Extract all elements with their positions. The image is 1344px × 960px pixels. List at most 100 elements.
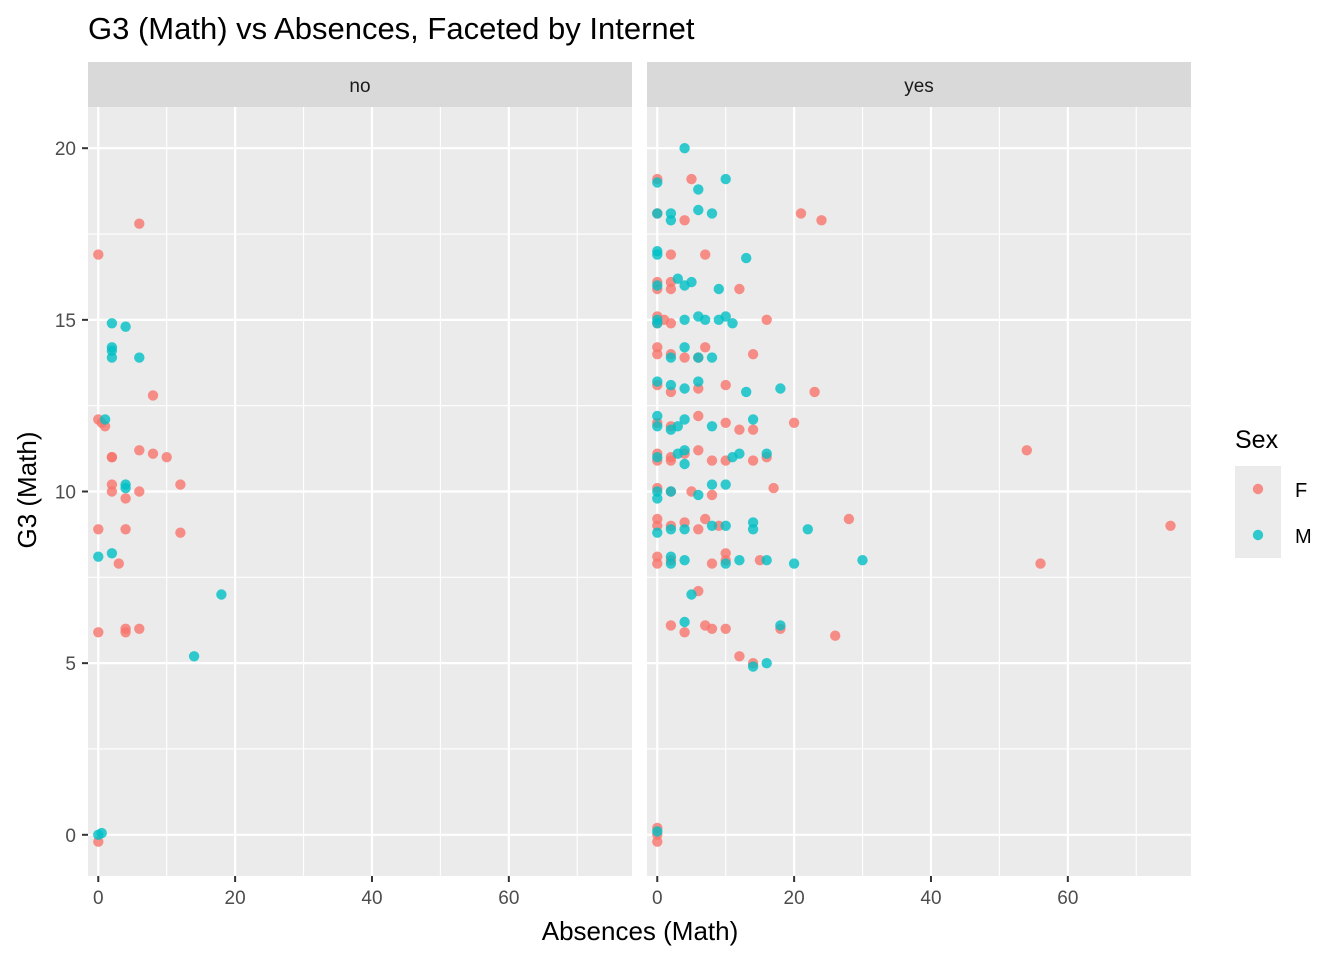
data-point-f (134, 445, 145, 456)
data-point-f (843, 513, 855, 525)
data-point-m (679, 314, 690, 325)
data-point-m (700, 314, 711, 325)
x-tick-label: 60 (1057, 888, 1078, 909)
data-point-f (788, 417, 800, 428)
data-point-m (93, 551, 104, 562)
y-tick-label: 0 (65, 826, 76, 847)
data-point-f (665, 318, 677, 329)
x-tick-label: 40 (361, 888, 382, 909)
data-point-m (652, 493, 663, 504)
data-point-m (679, 143, 690, 154)
data-point-f (720, 379, 731, 391)
data-point-m (802, 524, 813, 535)
data-point-m (706, 208, 718, 219)
data-point-m (106, 352, 118, 363)
data-point-f (652, 558, 663, 569)
x-tick-label: 60 (498, 888, 519, 909)
data-point-f (1165, 520, 1176, 531)
data-point-m (775, 620, 786, 631)
data-point-f (175, 527, 186, 538)
legend-label-m: M (1295, 526, 1312, 548)
data-point-m (665, 352, 677, 363)
legend: Sex F M (1235, 426, 1312, 558)
data-point-m (720, 173, 731, 185)
data-point-m (761, 448, 772, 459)
data-point-f (106, 452, 118, 463)
legend-title: Sex (1235, 426, 1279, 454)
data-point-f (747, 424, 759, 435)
data-point-m (775, 383, 786, 394)
data-point-m (216, 589, 227, 600)
x-tick-label: 0 (93, 888, 104, 909)
series-m (93, 318, 227, 840)
data-point-m (679, 445, 690, 456)
data-point-m (652, 410, 663, 422)
data-point-m (679, 383, 690, 394)
data-point-m (679, 555, 690, 566)
data-point-f (1035, 558, 1046, 569)
facet-strip (647, 62, 1191, 107)
data-point-f (1021, 445, 1032, 456)
data-point-f (134, 623, 145, 634)
data-point-f (706, 558, 718, 569)
facet-panels: no 0 20 40 60 yes 0 20 40 60 (88, 62, 1191, 909)
y-tick-label: 5 (65, 654, 76, 675)
data-point-f (161, 452, 172, 463)
data-point-f (679, 627, 690, 638)
data-point-f (93, 524, 104, 535)
data-point-m (734, 555, 745, 566)
data-point-m (679, 414, 690, 425)
data-point-f (134, 486, 145, 497)
data-point-f (700, 249, 711, 260)
data-point-m (652, 527, 663, 538)
data-point-f (652, 349, 663, 360)
facet-strip-label: yes (904, 76, 934, 97)
data-point-m (693, 352, 704, 363)
data-point-f (720, 623, 731, 634)
legend-label-f: F (1295, 480, 1307, 502)
data-point-f (652, 836, 663, 847)
data-point-m (706, 421, 718, 432)
x-tick-label: 20 (784, 888, 805, 909)
data-point-m (665, 379, 677, 391)
data-point-m (188, 651, 200, 662)
data-point-f (665, 283, 677, 295)
data-point-m (788, 558, 800, 569)
data-point-f (734, 651, 745, 662)
data-point-f (706, 623, 718, 634)
legend-key-f (1252, 483, 1264, 495)
series-m (652, 143, 868, 837)
facet-panel-no: no 0 20 40 60 (88, 62, 632, 909)
data-point-m (761, 658, 772, 669)
data-point-m (679, 458, 690, 470)
y-tick-label: 10 (55, 483, 76, 504)
data-point-f (700, 513, 711, 525)
facet-strip (88, 62, 632, 107)
y-tick-label: 15 (55, 311, 76, 332)
chart-title: G3 (Math) vs Absences, Faceted by Intern… (88, 11, 695, 46)
data-point-m (734, 448, 745, 459)
data-point-m (672, 421, 683, 432)
x-tick-label: 40 (920, 888, 941, 909)
data-point-f (106, 486, 118, 497)
data-point-f (816, 215, 827, 226)
facet-strip-label: no (349, 76, 370, 97)
data-point-f (706, 455, 718, 466)
data-point-m (693, 184, 704, 195)
y-axis-title: G3 (Math) (12, 431, 42, 548)
data-point-f (795, 208, 807, 219)
data-point-m (686, 589, 697, 600)
data-point-m (672, 273, 683, 284)
data-point-f (147, 448, 159, 459)
data-point-f (93, 249, 104, 260)
data-point-f (134, 218, 145, 229)
data-point-m (679, 524, 690, 535)
data-point-m (693, 489, 704, 501)
data-point-f (665, 620, 677, 631)
data-point-f (665, 455, 677, 466)
series-f (93, 218, 186, 847)
legend-key-m (1252, 529, 1264, 541)
data-point-m (679, 616, 690, 628)
data-point-m (652, 318, 663, 329)
data-point-m (706, 479, 718, 490)
